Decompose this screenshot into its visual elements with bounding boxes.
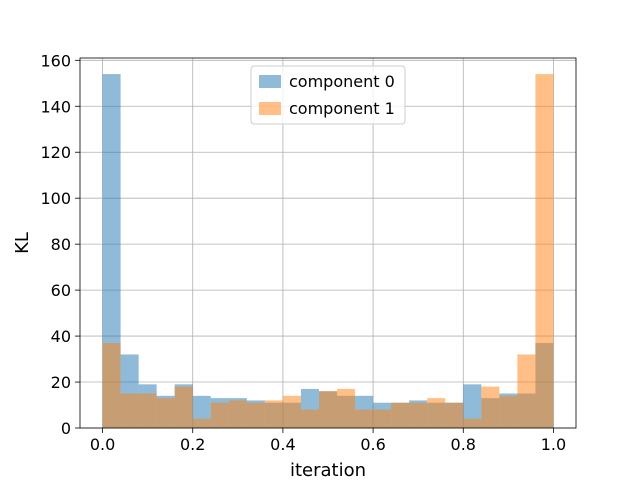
bar: [409, 402, 428, 428]
x-axis-label: iteration: [290, 460, 366, 480]
bar: [391, 402, 410, 428]
legend-swatch: [259, 75, 281, 88]
bar: [337, 388, 356, 428]
x-tick-label: 1.0: [541, 435, 566, 454]
bar: [210, 402, 229, 428]
bar: [427, 398, 446, 428]
y-tick-label: 40: [51, 327, 71, 346]
legend-label: component 1: [289, 99, 395, 118]
bar: [264, 400, 283, 428]
bar: [463, 418, 482, 428]
bar: [499, 395, 518, 428]
bar: [174, 386, 193, 428]
bar: [156, 398, 175, 428]
bar: [463, 384, 482, 428]
bar: [282, 395, 301, 428]
bar: [373, 409, 392, 428]
x-tick-label: 0.0: [90, 435, 115, 454]
series-1-bars: [102, 74, 554, 428]
plot-frame: [79, 57, 577, 429]
y-tick-label: 0: [61, 419, 71, 438]
y-tick-label: 20: [51, 373, 71, 392]
x-tick-label: 0.4: [270, 435, 295, 454]
x-tick-label: 0.8: [451, 435, 476, 454]
bar: [535, 74, 554, 428]
x-tick-label: 0.2: [180, 435, 205, 454]
y-axis-label: KL: [12, 232, 33, 254]
bar: [120, 393, 139, 428]
bar: [445, 402, 464, 428]
bar: [246, 402, 265, 428]
y-tick-label: 120: [40, 143, 71, 162]
bar: [318, 391, 338, 428]
legend-frame: [250, 65, 406, 125]
legend-swatch: [259, 102, 281, 115]
bar: [102, 342, 121, 428]
y-tick-label: 160: [40, 51, 71, 70]
x-tick-label: 0.6: [360, 435, 385, 454]
bars: [102, 74, 554, 428]
bar: [300, 409, 319, 428]
bar: [228, 400, 247, 428]
y-tick-label: 140: [40, 97, 71, 116]
legend-label: component 0: [289, 72, 395, 91]
y-tick-label: 100: [40, 189, 71, 208]
bar: [138, 393, 157, 428]
ticks: 0.0 0.2 0.4 0.6 0.8 1.0 0 20 40 60 80 100 120 140 160: [40, 51, 566, 454]
legend: component 0 component 1: [250, 65, 406, 125]
bar: [102, 74, 121, 428]
bar: [481, 386, 500, 428]
y-tick-label: 80: [51, 235, 71, 254]
y-tick-label: 60: [51, 281, 71, 300]
bar: [192, 418, 211, 428]
bar: [517, 354, 536, 428]
bar: [355, 409, 374, 428]
